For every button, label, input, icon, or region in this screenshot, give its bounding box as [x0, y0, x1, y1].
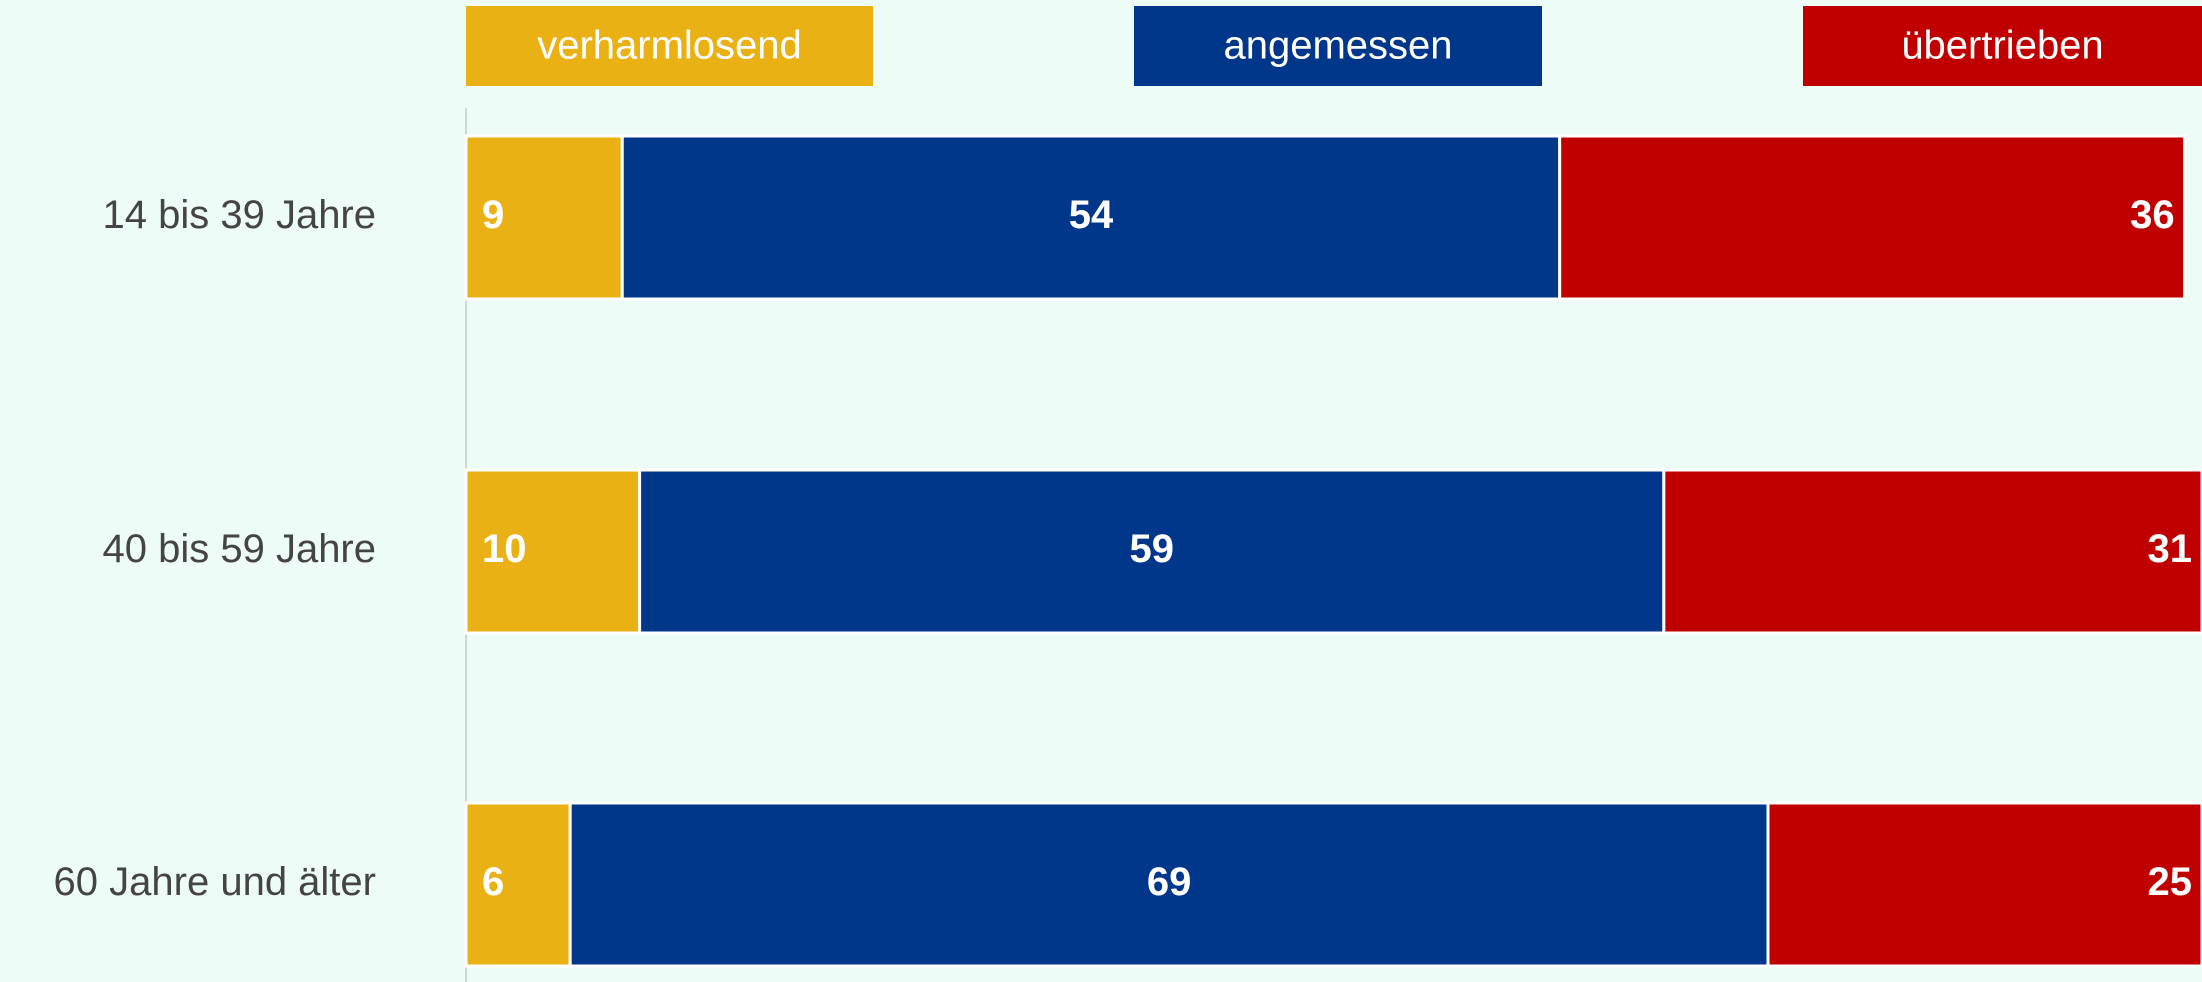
value-label: 9: [482, 193, 504, 237]
y-tick-label: 60 Jahre und älter: [54, 860, 376, 904]
value-label: 69: [1147, 860, 1192, 904]
bar-segment: [1558, 134, 2187, 301]
legend-swatch: [466, 6, 873, 86]
value-label: 6: [482, 860, 504, 904]
legend-swatch: [1134, 6, 1542, 86]
value-label: 10: [482, 527, 527, 571]
legend-label: verharmlosend: [537, 24, 802, 68]
value-label: 54: [1069, 193, 1114, 237]
legend-label: übertrieben: [1901, 24, 2103, 68]
bar-segment: [464, 468, 642, 635]
bar-segment: [568, 801, 1770, 968]
bar-segment: [464, 801, 572, 968]
value-label: 36: [2130, 193, 2175, 237]
legend-swatch: [1803, 6, 2202, 86]
y-tick-label: 14 bis 39 Jahre: [102, 193, 376, 237]
y-tick-label: 40 bis 59 Jahre: [102, 527, 376, 571]
value-label: 31: [2148, 527, 2193, 571]
bar-segment: [1766, 801, 2202, 968]
value-label: 59: [1129, 527, 1174, 571]
bar-segment: [1662, 468, 2202, 635]
legend-label: angemessen: [1223, 24, 1452, 68]
bar-segment: [638, 468, 1666, 635]
value-label: 25: [2148, 860, 2193, 904]
bar-segment: [620, 134, 1562, 301]
